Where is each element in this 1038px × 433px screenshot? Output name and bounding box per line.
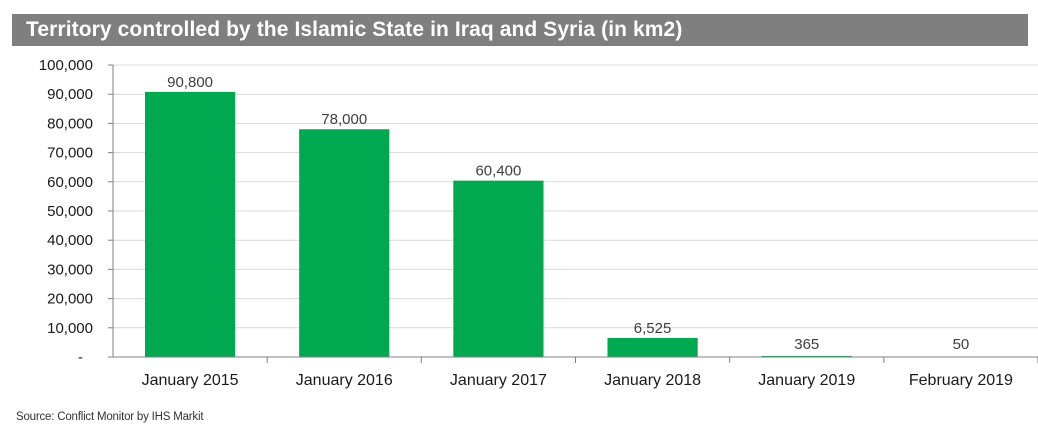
bar xyxy=(607,337,698,357)
y-tick-label: 50,000 xyxy=(47,203,93,220)
x-tick-label: January 2018 xyxy=(604,372,701,389)
y-tick-label: 40,000 xyxy=(47,232,93,249)
y-tick-label: 70,000 xyxy=(47,145,93,162)
gridlines xyxy=(113,64,1038,329)
bar xyxy=(453,180,544,357)
x-tick-label: February 2019 xyxy=(909,372,1013,389)
bar xyxy=(144,91,236,357)
bars xyxy=(144,91,1007,357)
data-label: 78,000 xyxy=(321,111,367,128)
data-label: 50 xyxy=(953,336,970,353)
y-tick-label: 80,000 xyxy=(47,115,93,132)
chart-title-bar: Territory controlled by the Islamic Stat… xyxy=(12,14,1028,46)
data-label: 60,400 xyxy=(475,163,521,180)
axes xyxy=(108,64,1038,363)
source-note: Source: Conflict Monitor by IHS Markit xyxy=(16,411,204,423)
y-tick-label: 90,000 xyxy=(47,86,93,103)
y-tick-label: 30,000 xyxy=(47,261,93,278)
data-label: 365 xyxy=(794,336,819,353)
x-tick-label: January 2019 xyxy=(758,372,855,389)
data-label: 6,525 xyxy=(634,320,672,337)
data-label: 90,800 xyxy=(167,74,213,91)
x-tick-label: January 2016 xyxy=(296,372,393,389)
y-tick-label: 100,000 xyxy=(39,57,93,74)
y-tick-label: - xyxy=(78,349,83,366)
x-tick-label: January 2017 xyxy=(450,372,547,389)
y-tick-label: 60,000 xyxy=(47,174,93,191)
bar xyxy=(299,129,390,357)
y-tick-label: 20,000 xyxy=(47,291,93,308)
x-tick-label: January 2015 xyxy=(142,372,239,389)
bar xyxy=(761,355,852,357)
labels: - 10,000 20,000 30,000 40,000 50,000 60,000 70,… xyxy=(39,57,1013,389)
y-tick-label: 10,000 xyxy=(47,320,93,337)
chart-title: Territory controlled by the Islamic Stat… xyxy=(26,18,683,41)
